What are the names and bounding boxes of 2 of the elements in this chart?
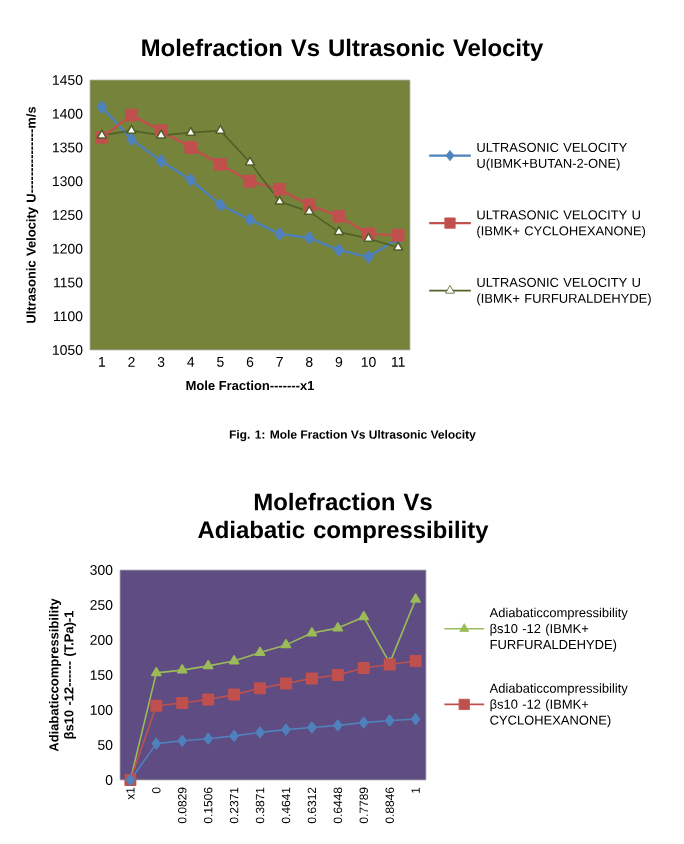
chart-title: Molefraction Vs Ultrasonic Velocity bbox=[142, 38, 544, 62]
chart-title: Molefraction Vs Adiabatic compressibility bbox=[198, 492, 489, 544]
